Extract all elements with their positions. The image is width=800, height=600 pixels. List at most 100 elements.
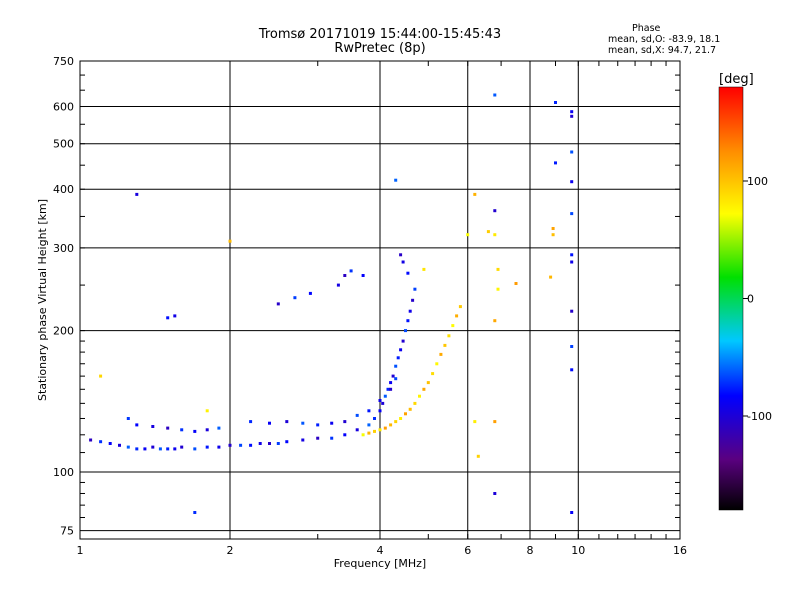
data-point-o xyxy=(205,445,209,449)
x-ticks: 1 2 4 6 8 10 16 xyxy=(77,61,687,557)
data-point-o xyxy=(151,425,155,428)
data-point-o xyxy=(180,428,184,432)
data-point-o xyxy=(349,269,353,273)
data-point-o xyxy=(411,298,415,302)
data-point-o xyxy=(316,423,320,427)
data-point-o xyxy=(336,283,340,287)
data-point-x xyxy=(404,412,407,416)
colorbar-tick-label: -100 xyxy=(747,410,772,423)
data-point-o xyxy=(493,209,497,213)
y-tick-label: 100 xyxy=(53,466,74,479)
data-point-x xyxy=(205,409,209,413)
x-tick-label: 16 xyxy=(673,544,687,557)
data-point-o xyxy=(570,253,574,257)
data-point-o xyxy=(126,417,130,420)
phase-x-stats: mean, sd,X: 94.7, 21.7 xyxy=(608,45,717,56)
data-point-o xyxy=(389,381,393,385)
data-point-o xyxy=(173,447,177,451)
data-point-o xyxy=(151,445,155,449)
data-point-o xyxy=(276,442,280,445)
data-point-o xyxy=(404,329,407,333)
data-point-o xyxy=(166,316,170,320)
data-point-o xyxy=(413,287,417,291)
y-tick-label: 75 xyxy=(60,525,74,538)
data-point-x xyxy=(496,287,500,291)
data-point-o xyxy=(570,110,574,114)
x-axis-label: Frequency [MHz] xyxy=(334,557,426,570)
data-point-o xyxy=(99,440,103,444)
data-point-o xyxy=(89,438,93,442)
chart-subtitle: RwPretec (8p) xyxy=(334,41,426,56)
data-point-o xyxy=(180,445,184,449)
data-point-o xyxy=(343,420,347,424)
data-point-x xyxy=(493,233,497,237)
data-point-o xyxy=(399,348,403,352)
data-point-o xyxy=(389,387,393,391)
x-tick-label: 10 xyxy=(571,544,585,557)
data-point-o xyxy=(355,413,359,417)
data-point-o xyxy=(308,291,312,295)
data-point-x xyxy=(451,324,455,328)
y-axis-label: Stationary phase Virtual Height [km] xyxy=(36,199,49,401)
data-point-x xyxy=(426,381,430,385)
data-point-o xyxy=(285,440,289,444)
data-point-o xyxy=(301,421,305,425)
data-point-x xyxy=(551,233,555,237)
data-point-o xyxy=(386,387,390,391)
data-point-o xyxy=(383,394,387,398)
data-point-o xyxy=(108,442,112,445)
data-point-o xyxy=(570,114,574,118)
data-point-o xyxy=(406,271,410,275)
data-point-o xyxy=(391,374,395,378)
colorbar-tick-label: 0 xyxy=(747,293,754,306)
y-tick-label: 400 xyxy=(53,183,74,196)
data-point-o xyxy=(554,161,557,165)
data-point-o xyxy=(570,150,574,154)
data-point-o xyxy=(493,492,497,495)
data-point-o xyxy=(258,442,262,445)
data-point-x xyxy=(473,420,477,424)
data-point-o xyxy=(193,429,197,433)
data-point-o xyxy=(135,447,139,451)
data-point-o xyxy=(394,377,398,381)
data-point-o xyxy=(394,178,398,182)
chart-title: Tromsø 20171019 15:44:00-15:45:43 xyxy=(258,27,502,42)
data-point-x xyxy=(476,454,480,458)
data-point-o xyxy=(135,423,139,427)
data-point-x xyxy=(443,343,447,347)
data-point-o xyxy=(343,433,347,437)
data-point-x xyxy=(514,282,518,285)
data-point-x xyxy=(383,426,387,430)
data-point-o xyxy=(570,511,574,514)
data-point-o xyxy=(401,339,405,343)
data-point-x xyxy=(447,334,451,338)
data-point-o xyxy=(406,319,410,323)
data-point-o xyxy=(570,180,574,184)
data-point-x xyxy=(466,233,470,237)
grid-lines xyxy=(80,61,680,539)
data-point-x xyxy=(473,192,477,196)
data-point-o xyxy=(570,309,574,313)
data-point-x xyxy=(399,417,403,420)
data-point-x xyxy=(435,362,439,366)
data-point-x xyxy=(367,431,371,435)
data-point-x xyxy=(493,319,497,323)
data-point-o xyxy=(249,443,253,447)
colorbar-ticks: -100 0 100 xyxy=(743,175,772,423)
data-point-x xyxy=(422,387,426,391)
data-point-o xyxy=(367,409,371,413)
data-point-o xyxy=(166,426,170,430)
data-point-o xyxy=(301,438,305,442)
data-point-o xyxy=(378,399,382,402)
colorbar xyxy=(718,86,744,511)
data-point-o xyxy=(378,409,382,413)
data-point-o xyxy=(173,314,177,318)
data-point-x xyxy=(394,420,398,424)
data-point-x xyxy=(228,239,232,243)
data-point-x xyxy=(389,423,393,427)
data-point-o xyxy=(126,445,130,449)
data-point-x xyxy=(408,407,412,411)
data-point-o xyxy=(118,443,121,447)
data-point-o xyxy=(554,101,557,104)
